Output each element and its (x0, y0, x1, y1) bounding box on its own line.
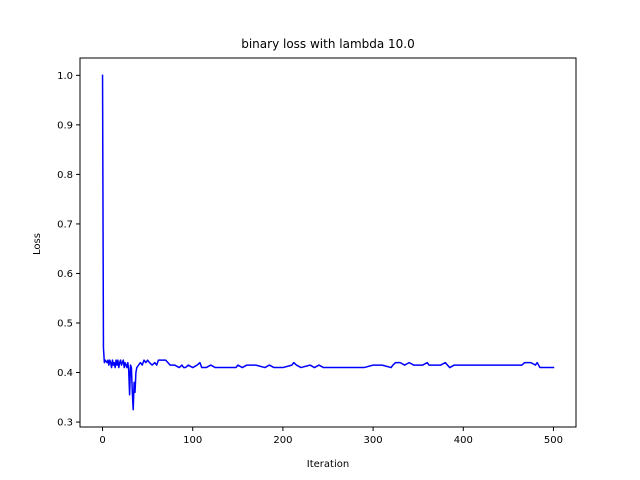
y-tick-label: 0.8 (57, 170, 73, 181)
y-tick-label: 0.3 (57, 418, 73, 429)
y-tick-label: 0.7 (57, 219, 73, 230)
chart-title: binary loss with lambda 10.0 (241, 37, 415, 51)
x-tick-label: 0 (99, 435, 105, 446)
x-tick-label: 500 (544, 435, 563, 446)
x-axis-label: Iteration (307, 459, 349, 470)
plot-background (80, 58, 576, 427)
y-tick-label: 1.0 (57, 71, 73, 82)
axes-layer: 0 100 200 300 400 500 0.3 0.4 0.5 0.6 0.7 0.8 0.9 1.0 (57, 57, 577, 446)
y-tick-label: 0.4 (57, 368, 73, 379)
axes-frame (79, 57, 577, 428)
x-tick-label: 400 (454, 435, 473, 446)
series-line-0 (101, 74, 555, 411)
y-tick-label: 0.5 (57, 318, 73, 329)
x-tick-label: 200 (273, 435, 292, 446)
x-tick-label: 300 (364, 435, 383, 446)
series-layer (101, 74, 555, 411)
x-tick-label: 100 (183, 435, 202, 446)
y-tick-label: 0.6 (57, 269, 73, 280)
plot-area (80, 58, 576, 427)
y-tick-label: 0.9 (57, 120, 73, 131)
y-axis-label: Loss (32, 233, 43, 255)
